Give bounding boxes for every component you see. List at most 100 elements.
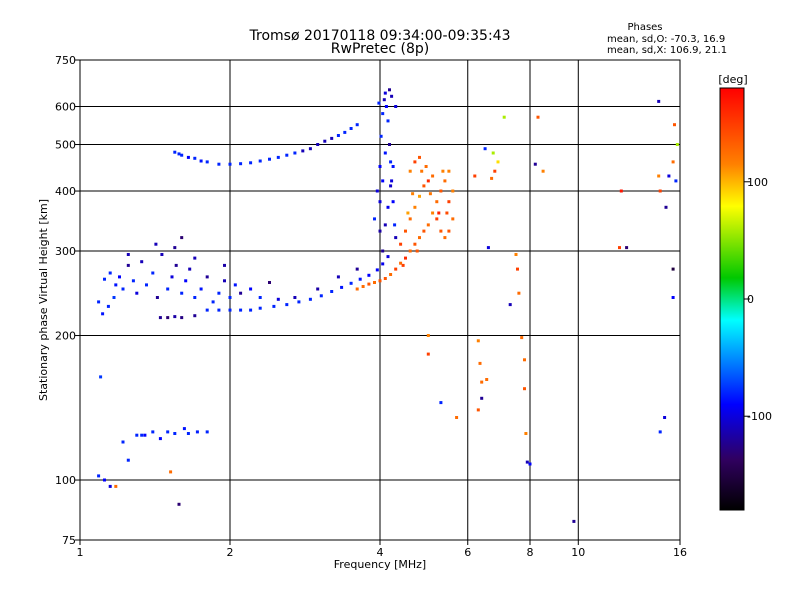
echo-point: [330, 136, 334, 140]
echo-point: [249, 308, 253, 312]
echo-point: [158, 437, 162, 441]
echo-point: [199, 287, 203, 291]
echo-point: [276, 297, 280, 301]
echo-point: [394, 105, 398, 108]
y-axis-ticks: 75 100 200 300 400 500 600 750: [55, 54, 80, 547]
echo-point: [399, 261, 403, 265]
echo-point: [330, 290, 334, 293]
echo-point: [186, 155, 190, 159]
echo-point: [140, 433, 144, 437]
echo-point: [151, 430, 155, 434]
echo-point: [239, 291, 243, 295]
echo-point: [418, 194, 421, 198]
echo-point: [386, 119, 390, 123]
echo-point: [431, 211, 435, 215]
echo-point: [382, 98, 386, 102]
y-tick-label: 600: [55, 101, 76, 114]
echo-point: [205, 160, 209, 164]
echo-point: [112, 296, 116, 299]
echo-point: [394, 267, 398, 271]
echo-point: [205, 430, 209, 434]
series-f-low-frequency-band: [97, 236, 262, 316]
echo-point: [199, 159, 203, 163]
echo-point: [379, 134, 383, 138]
echo-point: [673, 123, 676, 127]
echo-point: [293, 151, 297, 155]
echo-point: [285, 153, 289, 157]
echo-point: [186, 432, 190, 435]
echo-point: [431, 174, 435, 178]
colorbar-tick-label: 100: [747, 176, 768, 189]
echo-point: [675, 143, 679, 146]
echo-point: [618, 246, 621, 250]
echo-point: [381, 249, 385, 253]
echo-point: [143, 433, 147, 437]
echo-point: [367, 282, 371, 286]
echo-point: [572, 519, 576, 523]
echo-point: [381, 262, 385, 266]
y-tick-label: 400: [55, 185, 76, 198]
echo-point: [441, 169, 445, 173]
echo-point: [426, 334, 430, 337]
echo-point: [223, 263, 226, 267]
echo-point: [408, 217, 412, 221]
echo-point: [103, 277, 106, 281]
x-axis-ticks: 1 2 4 6 8 10 16: [77, 540, 687, 559]
echo-point: [390, 179, 394, 183]
echo-point: [384, 105, 388, 108]
echo-point: [217, 291, 221, 295]
echo-point: [97, 300, 101, 304]
echo-point: [415, 249, 419, 253]
echo-point: [373, 281, 376, 284]
echo-point: [308, 147, 312, 151]
echo-point: [258, 296, 262, 299]
echo-point: [388, 143, 391, 146]
echo-point: [383, 151, 387, 155]
echo-point: [103, 478, 106, 482]
series-e-region-echoes: [97, 375, 209, 506]
echo-point: [340, 285, 344, 289]
echo-point: [114, 484, 118, 488]
echo-point: [170, 275, 174, 279]
chart-subtitle: RwPretec (8p): [331, 41, 429, 57]
echo-point: [336, 134, 340, 137]
echo-point: [373, 217, 376, 221]
echo-point: [316, 287, 320, 291]
echo-point: [517, 291, 521, 295]
echo-point: [336, 275, 340, 279]
echo-point: [473, 174, 477, 178]
echo-point: [386, 255, 390, 259]
y-axis-label: Stationary phase Virtual Height [km]: [37, 199, 50, 401]
echo-point: [169, 470, 173, 474]
echo-point: [493, 169, 497, 173]
echo-point: [375, 189, 379, 193]
x-tick-label: 16: [673, 546, 687, 559]
series-f-upper-arc: [173, 123, 359, 166]
echo-point: [131, 279, 135, 283]
y-tick-label: 75: [62, 534, 76, 547]
echo-point: [228, 308, 232, 312]
echo-point: [394, 236, 398, 240]
echo-point: [525, 460, 529, 464]
echo-point: [480, 396, 484, 400]
echo-point: [378, 279, 382, 283]
colorbar-tick-label: 0: [747, 293, 754, 306]
echo-point: [426, 179, 430, 183]
echo-point: [383, 91, 387, 95]
echo-point: [239, 308, 243, 312]
echo-point: [671, 267, 675, 271]
echo-point: [401, 263, 405, 267]
echo-point: [541, 169, 545, 173]
echo-point: [386, 205, 390, 209]
echo-point: [383, 223, 387, 227]
echo-point: [173, 150, 177, 154]
echo-point: [308, 297, 312, 301]
echo-point: [101, 312, 105, 316]
echo-point: [378, 165, 382, 168]
echo-point: [671, 160, 675, 164]
echo-point: [502, 115, 506, 119]
echo-point: [249, 287, 253, 291]
echo-point: [166, 287, 170, 291]
echo-point: [343, 130, 347, 134]
